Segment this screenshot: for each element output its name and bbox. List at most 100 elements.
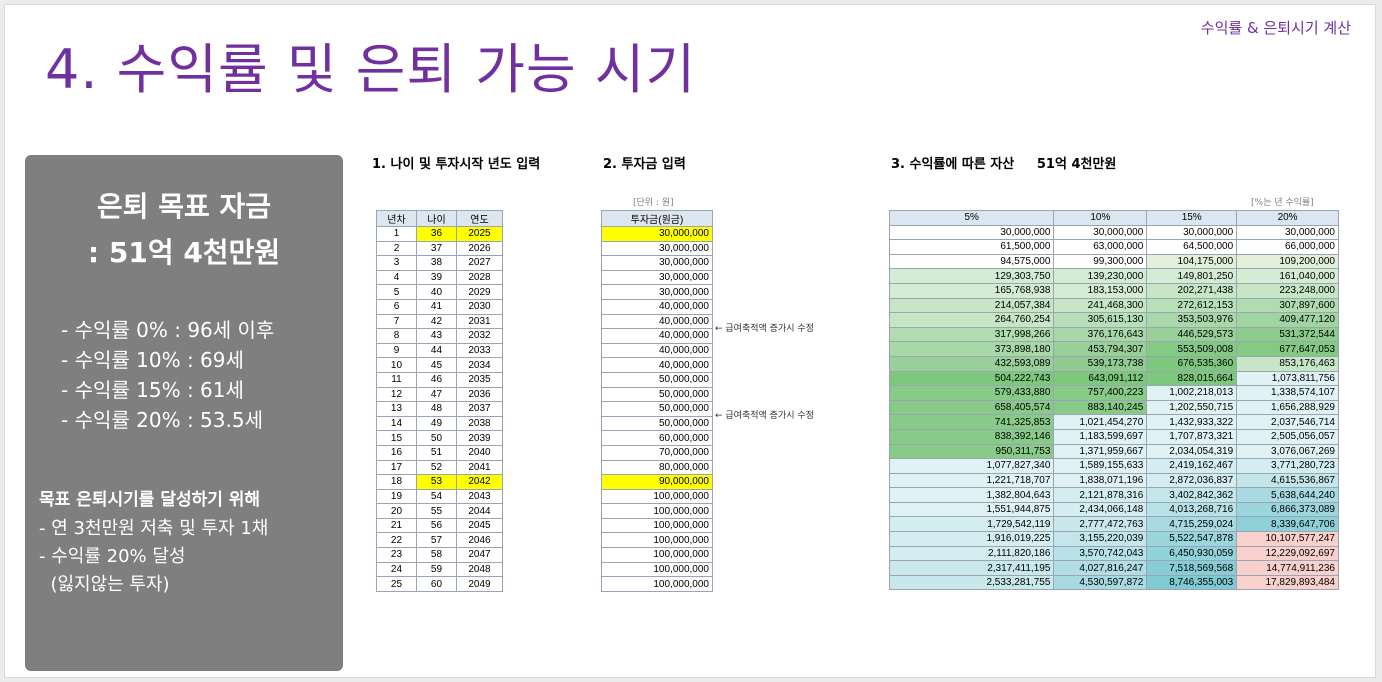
goal-item: - 연 3천만원 저축 및 투자 1채 xyxy=(39,518,269,539)
table-cell: 1,916,019,225 xyxy=(888,531,1055,547)
table-cell: 56 xyxy=(415,517,457,534)
table-cell: 8,339,647,706 xyxy=(1236,516,1339,533)
table-cell: 241,468,300 xyxy=(1053,297,1148,314)
table-cell: 100,000,000 xyxy=(601,547,713,563)
table-cell: 202,271,438 xyxy=(1146,282,1238,299)
table-cell: 2040 xyxy=(455,444,504,461)
table-cell: 741,325,853 xyxy=(888,414,1055,430)
table-row: 50,000,000 xyxy=(601,415,713,432)
table-cell: 2027 xyxy=(455,255,504,271)
table-cell: 59 xyxy=(415,561,457,578)
table-row: 17 52 2041 xyxy=(376,459,504,476)
table-row: 16 51 2040 xyxy=(376,444,504,461)
table-cell: 50,000,000 xyxy=(601,415,713,432)
table-cell: 57 xyxy=(415,532,457,549)
table-row: 432,593,089 539,173,738 676,535,360 853,176… xyxy=(888,355,1339,372)
table-cell: 4,615,536,867 xyxy=(1236,472,1339,489)
table-cell: 553,509,008 xyxy=(1146,341,1238,357)
table-cell: 579,433,880 xyxy=(888,385,1055,401)
table-cell: 4,027,816,247 xyxy=(1053,560,1148,576)
table-cell: 2026 xyxy=(455,240,504,257)
table-cell: 214,057,384 xyxy=(888,297,1055,314)
section3-title: 3. 수익률에 따른 자산 51억 4천만원 xyxy=(891,157,1117,172)
table-cell: 4,530,597,872 xyxy=(1053,574,1148,591)
table-cell: 4,715,259,024 xyxy=(1146,516,1238,533)
table-cell: 129,303,750 xyxy=(888,268,1055,284)
table-row: 1,077,827,340 1,589,155,633 2,419,162,467 3… xyxy=(888,458,1339,474)
table-cell: 12 xyxy=(376,386,417,403)
table-cell: 2,121,878,316 xyxy=(1053,487,1148,503)
table-cell: 1,073,811,756 xyxy=(1236,370,1339,387)
table-cell: 5,522,547,878 xyxy=(1146,531,1238,547)
table-row: 13 48 2037 xyxy=(376,401,504,417)
table-cell: 14,774,911,236 xyxy=(1236,560,1339,576)
table-row: 50,000,000 xyxy=(601,371,713,388)
table-cell: 373,898,180 xyxy=(888,341,1055,357)
table-cell: 2,505,056,057 xyxy=(1236,428,1339,445)
table-row: 579,433,880 757,400,223 1,002,218,013 1,338… xyxy=(888,385,1339,401)
table-row: 100,000,000 xyxy=(601,576,713,592)
edit-note: ← 급여축적액 증가시 수정 xyxy=(715,324,814,334)
table-cell: 18 xyxy=(376,474,417,490)
table-cell: 100,000,000 xyxy=(601,576,713,592)
table-row: 30,000,000 30,000,000 30,000,000 30,000,000 xyxy=(888,224,1339,241)
table-row: 4 39 2028 xyxy=(376,269,504,286)
table-row: 7 42 2031 xyxy=(376,313,504,330)
table-cell: 40,000,000 xyxy=(601,298,713,315)
table-cell: 40 xyxy=(415,284,457,300)
table-row: 24 59 2048 xyxy=(376,561,504,578)
rate-list: - 수익률 0% : 96세 이후 - 수익률 10% : 69세 - 수익률 … xyxy=(61,315,274,435)
table-cell: 61,500,000 xyxy=(888,239,1055,255)
table-cell: 70,000,000 xyxy=(601,444,713,461)
table-cell: 4,013,268,716 xyxy=(1146,501,1238,518)
goal-heading: 목표 은퇴시기를 달성하기 위해 xyxy=(39,490,261,510)
table-cell: 2042 xyxy=(455,474,504,490)
table-row: 317,998,266 376,176,643 446,529,573 531,372… xyxy=(888,326,1339,343)
table-cell: 44 xyxy=(415,342,457,359)
table-cell: 7,518,569,568 xyxy=(1146,560,1238,576)
col-header: 10% xyxy=(1053,210,1148,226)
table-cell: 161,040,000 xyxy=(1236,268,1339,284)
table-cell: 2038 xyxy=(455,415,504,432)
table-cell: 40,000,000 xyxy=(601,357,713,373)
table-cell: 100,000,000 xyxy=(601,488,713,505)
page-title: 4. 수익률 및 은퇴 가능 시기 xyxy=(45,38,697,101)
table-cell: 1,656,288,929 xyxy=(1236,399,1339,416)
table-cell: 2036 xyxy=(455,386,504,403)
table-cell: 9 xyxy=(376,342,417,359)
table-cell: 1,838,071,196 xyxy=(1053,472,1148,489)
panel-heading: 은퇴 목표 자금 xyxy=(96,190,272,223)
table-cell: 2,037,546,714 xyxy=(1236,414,1339,430)
table-cell: 45 xyxy=(415,357,457,373)
col-header: 20% xyxy=(1236,210,1339,226)
table-row: 1,551,944,875 2,434,066,148 4,013,268,716 6… xyxy=(888,501,1339,518)
table-cell: 55 xyxy=(415,503,457,519)
table-cell: 2046 xyxy=(455,532,504,549)
table-cell: 22 xyxy=(376,532,417,549)
table-row: 94,575,000 99,300,000 104,175,000 109,200,0… xyxy=(888,253,1339,270)
table-cell: 109,200,000 xyxy=(1236,253,1339,270)
table-cell: 376,176,643 xyxy=(1053,326,1148,343)
table-row: 8 43 2032 xyxy=(376,328,504,344)
table-cell: 24 xyxy=(376,561,417,578)
table-cell: 8,746,355,003 xyxy=(1146,574,1238,591)
table-cell: 643,091,112 xyxy=(1053,370,1148,387)
table-cell: 3,155,220,039 xyxy=(1053,531,1148,547)
table-cell: 183,153,000 xyxy=(1053,282,1148,299)
table-row: 2,533,281,755 4,530,597,872 8,746,355,003 1… xyxy=(888,574,1339,591)
table-cell: 2 xyxy=(376,240,417,257)
table-cell: 757,400,223 xyxy=(1053,385,1148,401)
table-cell: 49 xyxy=(415,415,457,432)
table-row: 80,000,000 xyxy=(601,459,713,476)
table-cell: 2048 xyxy=(455,561,504,578)
section2-unit: [단위 : 원] xyxy=(633,198,674,208)
table-cell: 90,000,000 xyxy=(601,474,713,490)
age-year-table: 년차 나이 연도 1 36 2025 2 37 2026 3 38 2027 4 39 2028 5 40… xyxy=(376,210,504,592)
section2-title: 2. 투자금 입력 xyxy=(603,157,686,172)
table-row: 1,221,718,707 1,838,071,196 2,872,036,837 4… xyxy=(888,472,1339,489)
table-cell: 2025 xyxy=(455,226,504,242)
asset-growth-table: 5% 10% 15% 20% 30,000,000 30,000,000 30,00… xyxy=(888,210,1339,591)
table-cell: 1,183,599,697 xyxy=(1053,428,1148,445)
slide: 수익률 & 은퇴시기 계산 4. 수익률 및 은퇴 가능 시기 은퇴 목표 자금… xyxy=(4,4,1376,678)
table-row: 1,916,019,225 3,155,220,039 5,522,547,878 1… xyxy=(888,531,1339,547)
